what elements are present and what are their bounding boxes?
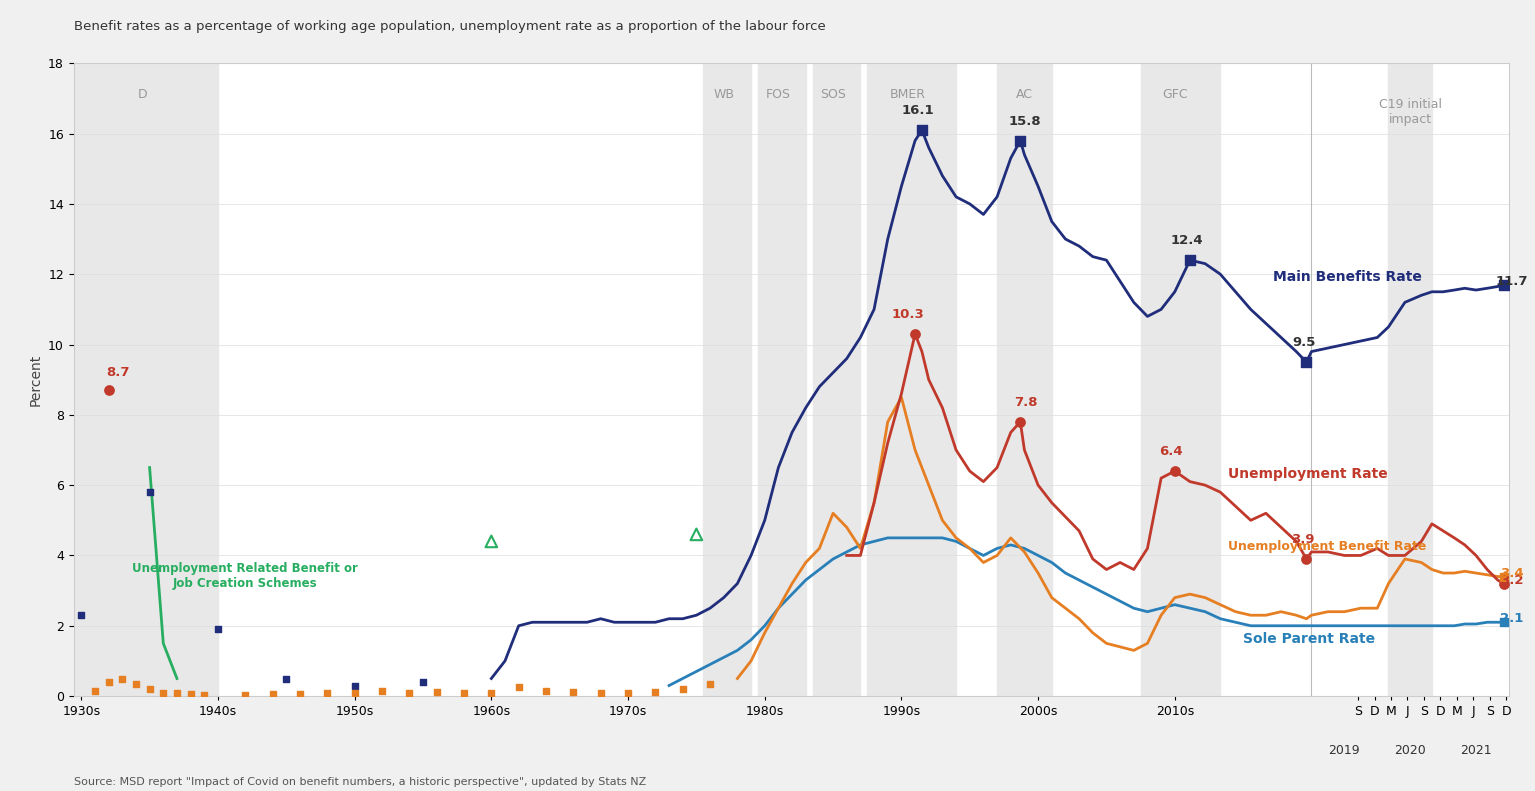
Point bbox=[1008, 415, 1033, 428]
Text: 3.4: 3.4 bbox=[1500, 566, 1523, 580]
Point bbox=[164, 687, 189, 699]
Point bbox=[479, 687, 503, 699]
Text: D: D bbox=[138, 88, 147, 101]
Point bbox=[1162, 465, 1187, 478]
Text: FOS: FOS bbox=[766, 88, 791, 101]
Point bbox=[83, 684, 107, 697]
Text: Unemployment Rate: Unemployment Rate bbox=[1228, 467, 1388, 481]
Point bbox=[1008, 134, 1033, 147]
Bar bbox=[74, 63, 218, 696]
Point bbox=[411, 676, 436, 688]
Point bbox=[150, 687, 175, 699]
Point bbox=[370, 684, 394, 697]
Point bbox=[206, 623, 230, 636]
Point bbox=[910, 123, 935, 136]
Text: 3.9: 3.9 bbox=[1291, 533, 1314, 546]
Text: Main Benefits Rate: Main Benefits Rate bbox=[1274, 271, 1423, 284]
Point bbox=[97, 384, 121, 396]
Point bbox=[562, 686, 586, 698]
Point bbox=[287, 687, 312, 700]
Text: 2.1: 2.1 bbox=[1500, 612, 1523, 625]
Text: 16.1: 16.1 bbox=[901, 104, 935, 117]
Point bbox=[342, 687, 367, 699]
Point bbox=[507, 681, 531, 694]
Point bbox=[124, 677, 149, 690]
Bar bbox=[867, 63, 956, 696]
Point bbox=[698, 677, 723, 690]
Text: 15.8: 15.8 bbox=[1008, 115, 1041, 128]
Point bbox=[588, 687, 612, 699]
Text: 12.4: 12.4 bbox=[1171, 234, 1203, 248]
Point bbox=[616, 687, 640, 699]
Point bbox=[111, 672, 135, 685]
Bar bbox=[1141, 63, 1220, 696]
Text: 2020: 2020 bbox=[1394, 744, 1426, 756]
Point bbox=[685, 528, 709, 541]
Text: AC: AC bbox=[1016, 88, 1033, 101]
Text: 11.7: 11.7 bbox=[1495, 274, 1527, 288]
Point bbox=[534, 684, 559, 697]
Text: Benefit rates as a percentage of working age population, unemployment rate as a : Benefit rates as a percentage of working… bbox=[74, 20, 826, 32]
Point bbox=[424, 686, 448, 698]
Text: Unemployment Related Benefit or
Job Creation Schemes: Unemployment Related Benefit or Job Crea… bbox=[132, 562, 358, 591]
Bar bbox=[703, 63, 751, 696]
Text: 9.5: 9.5 bbox=[1292, 336, 1315, 350]
Text: Source: MSD report "Impact of Covid on benefit numbers, a historic perspective",: Source: MSD report "Impact of Covid on b… bbox=[74, 777, 646, 787]
Text: C19 initial
impact: C19 initial impact bbox=[1378, 98, 1441, 127]
Text: 3.2: 3.2 bbox=[1500, 573, 1523, 587]
Point bbox=[261, 688, 286, 701]
Point bbox=[178, 687, 203, 700]
Point bbox=[451, 687, 476, 699]
Bar bbox=[812, 63, 861, 696]
Y-axis label: Percent: Percent bbox=[29, 354, 43, 406]
Text: 6.4: 6.4 bbox=[1159, 445, 1182, 458]
Bar bbox=[1389, 63, 1432, 696]
Point bbox=[1492, 278, 1517, 291]
Text: Sole Parent Rate: Sole Parent Rate bbox=[1243, 632, 1375, 646]
Text: BMER: BMER bbox=[890, 88, 926, 101]
Point bbox=[398, 687, 422, 699]
Point bbox=[233, 688, 258, 701]
Text: Unemployment Benefit Rate: Unemployment Benefit Rate bbox=[1228, 540, 1426, 553]
Point bbox=[315, 687, 339, 699]
Text: 7.8: 7.8 bbox=[1015, 396, 1038, 409]
Point bbox=[1177, 254, 1202, 267]
Bar bbox=[758, 63, 806, 696]
Point bbox=[1294, 553, 1319, 566]
Point bbox=[137, 486, 161, 498]
Bar bbox=[998, 63, 1051, 696]
Point bbox=[137, 683, 161, 695]
Text: WB: WB bbox=[714, 88, 734, 101]
Text: 8.7: 8.7 bbox=[106, 366, 130, 379]
Point bbox=[671, 683, 695, 695]
Point bbox=[1492, 577, 1517, 590]
Text: SOS: SOS bbox=[820, 88, 846, 101]
Point bbox=[275, 672, 299, 685]
Text: GFC: GFC bbox=[1162, 88, 1188, 101]
Text: 10.3: 10.3 bbox=[892, 308, 924, 321]
Point bbox=[342, 679, 367, 692]
Point bbox=[69, 609, 94, 622]
Point bbox=[643, 686, 668, 698]
Point bbox=[1492, 616, 1517, 629]
Text: 2019: 2019 bbox=[1329, 744, 1360, 756]
Text: 2021: 2021 bbox=[1460, 744, 1492, 756]
Point bbox=[192, 688, 216, 701]
Point bbox=[479, 535, 503, 547]
Point bbox=[1492, 570, 1517, 583]
Point bbox=[97, 676, 121, 688]
Point bbox=[1294, 356, 1319, 369]
Point bbox=[903, 327, 927, 340]
